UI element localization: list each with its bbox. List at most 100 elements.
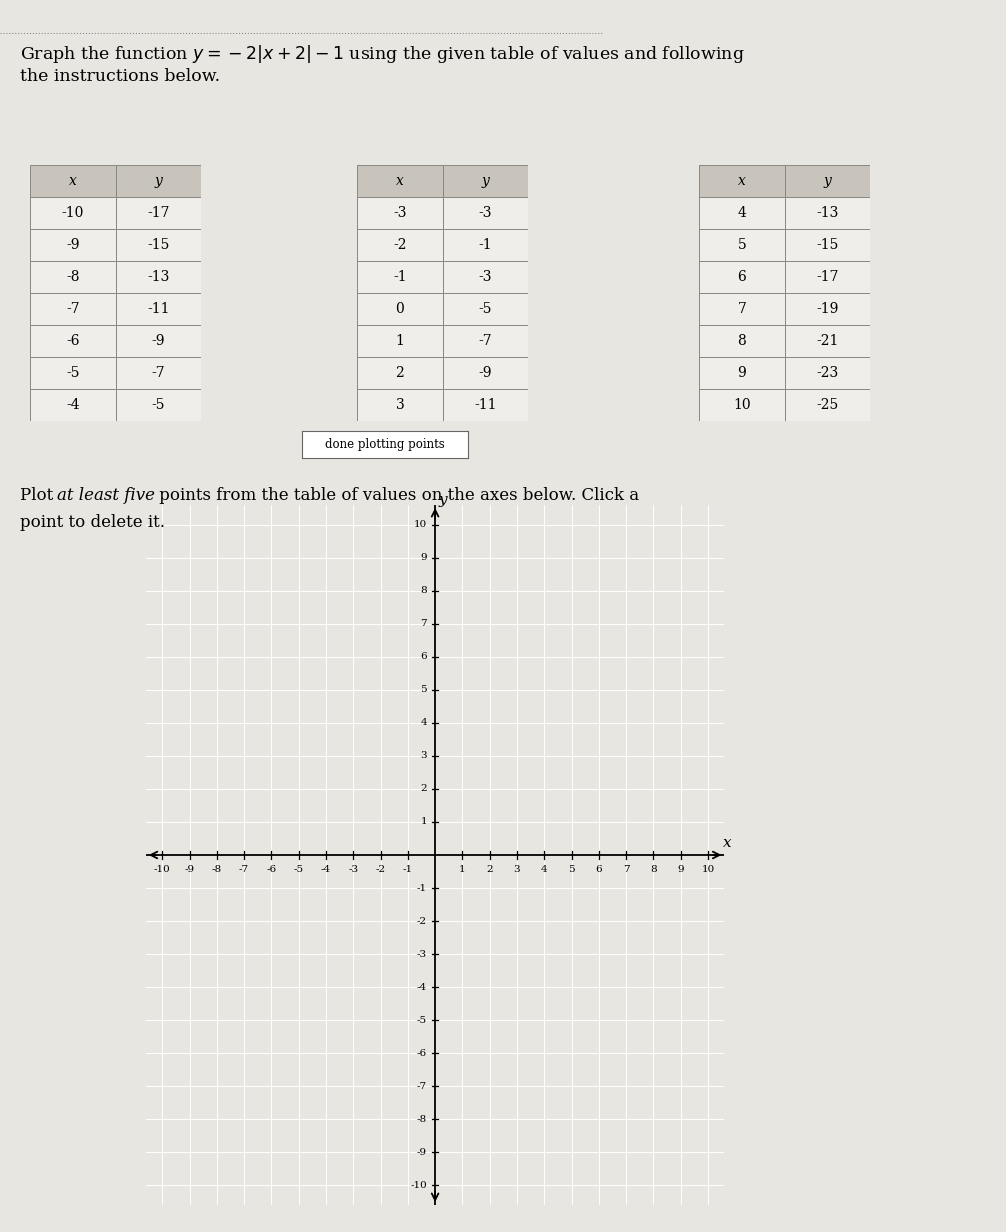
Text: -8: -8 (416, 1115, 427, 1124)
Text: -9: -9 (184, 865, 194, 873)
Text: -7: -7 (152, 366, 165, 381)
Text: -7: -7 (416, 1082, 427, 1090)
Text: -9: -9 (152, 334, 165, 349)
Text: 10: 10 (701, 865, 714, 873)
Text: 6: 6 (421, 653, 427, 662)
Text: 8: 8 (737, 334, 746, 349)
Text: -9: -9 (479, 366, 492, 381)
Bar (443, 293, 528, 325)
Text: -15: -15 (816, 238, 839, 253)
Text: -7: -7 (66, 302, 79, 317)
Text: -3: -3 (479, 206, 492, 221)
Text: 5: 5 (568, 865, 574, 873)
Text: 2: 2 (486, 865, 493, 873)
Bar (443, 389, 528, 421)
Text: -2: -2 (393, 238, 406, 253)
Text: -5: -5 (152, 398, 165, 413)
Text: -5: -5 (66, 366, 79, 381)
Text: 2: 2 (395, 366, 404, 381)
Text: points from the table of values on the axes below. Click a: points from the table of values on the a… (154, 487, 639, 504)
Bar (30, 357, 116, 389)
Text: -5: -5 (294, 865, 304, 873)
Text: 9: 9 (677, 865, 684, 873)
Text: 2: 2 (421, 785, 427, 793)
Text: -5: -5 (479, 302, 492, 317)
Bar (785, 261, 870, 293)
Bar (443, 229, 528, 261)
Text: -3: -3 (416, 950, 427, 958)
Text: 4: 4 (737, 206, 746, 221)
Bar (116, 229, 201, 261)
Text: 8: 8 (650, 865, 657, 873)
Text: -7: -7 (239, 865, 249, 873)
Bar (116, 389, 201, 421)
Bar (699, 389, 785, 421)
Text: 7: 7 (623, 865, 630, 873)
Bar (30, 229, 116, 261)
Text: 9: 9 (421, 553, 427, 563)
Bar (116, 261, 201, 293)
Bar (30, 165, 116, 197)
Text: -2: -2 (375, 865, 385, 873)
Text: 6: 6 (737, 270, 746, 285)
Bar (443, 197, 528, 229)
Text: at least five: at least five (57, 487, 155, 504)
Bar (443, 165, 528, 197)
Text: 1: 1 (395, 334, 404, 349)
Text: point to delete it.: point to delete it. (20, 514, 165, 531)
Text: -3: -3 (348, 865, 358, 873)
Bar (30, 197, 116, 229)
Text: x: x (738, 174, 745, 188)
Bar (357, 261, 443, 293)
Bar (116, 293, 201, 325)
Bar (357, 389, 443, 421)
Text: x: x (69, 174, 76, 188)
Text: 9: 9 (737, 366, 746, 381)
Text: -4: -4 (416, 983, 427, 992)
Text: -10: -10 (154, 865, 171, 873)
Text: Graph the function $y = -2|x + 2| - 1$ using the given table of values and follo: Graph the function $y = -2|x + 2| - 1$ u… (20, 43, 744, 65)
Bar (357, 357, 443, 389)
Bar (785, 197, 870, 229)
Text: -1: -1 (416, 883, 427, 892)
Text: x: x (396, 174, 403, 188)
Text: x: x (723, 837, 731, 850)
Text: -25: -25 (816, 398, 839, 413)
Bar (785, 293, 870, 325)
Text: -15: -15 (147, 238, 170, 253)
Bar (699, 293, 785, 325)
Text: -9: -9 (416, 1147, 427, 1157)
Text: 7: 7 (737, 302, 746, 317)
Bar (443, 261, 528, 293)
Bar (699, 325, 785, 357)
Text: 4: 4 (421, 718, 427, 727)
Bar (116, 197, 201, 229)
Text: -8: -8 (211, 865, 222, 873)
Text: y: y (482, 174, 489, 188)
Text: -6: -6 (416, 1048, 427, 1057)
Text: -6: -6 (267, 865, 277, 873)
Text: 1: 1 (459, 865, 466, 873)
Bar (357, 197, 443, 229)
Text: 10: 10 (413, 520, 427, 530)
Text: done plotting points: done plotting points (325, 439, 445, 451)
Bar (357, 229, 443, 261)
Text: -11: -11 (147, 302, 170, 317)
Bar (30, 293, 116, 325)
Text: -23: -23 (816, 366, 839, 381)
Text: 8: 8 (421, 586, 427, 595)
Text: 4: 4 (541, 865, 547, 873)
Text: -1: -1 (479, 238, 492, 253)
Text: 3: 3 (395, 398, 404, 413)
Text: -10: -10 (410, 1180, 427, 1190)
Text: -17: -17 (147, 206, 170, 221)
Text: -9: -9 (66, 238, 79, 253)
Bar (30, 261, 116, 293)
Text: 5: 5 (737, 238, 746, 253)
Text: 7: 7 (421, 620, 427, 628)
Text: -13: -13 (147, 270, 170, 285)
Text: 3: 3 (421, 752, 427, 760)
Text: -4: -4 (321, 865, 331, 873)
Text: -7: -7 (479, 334, 492, 349)
Text: -1: -1 (393, 270, 406, 285)
